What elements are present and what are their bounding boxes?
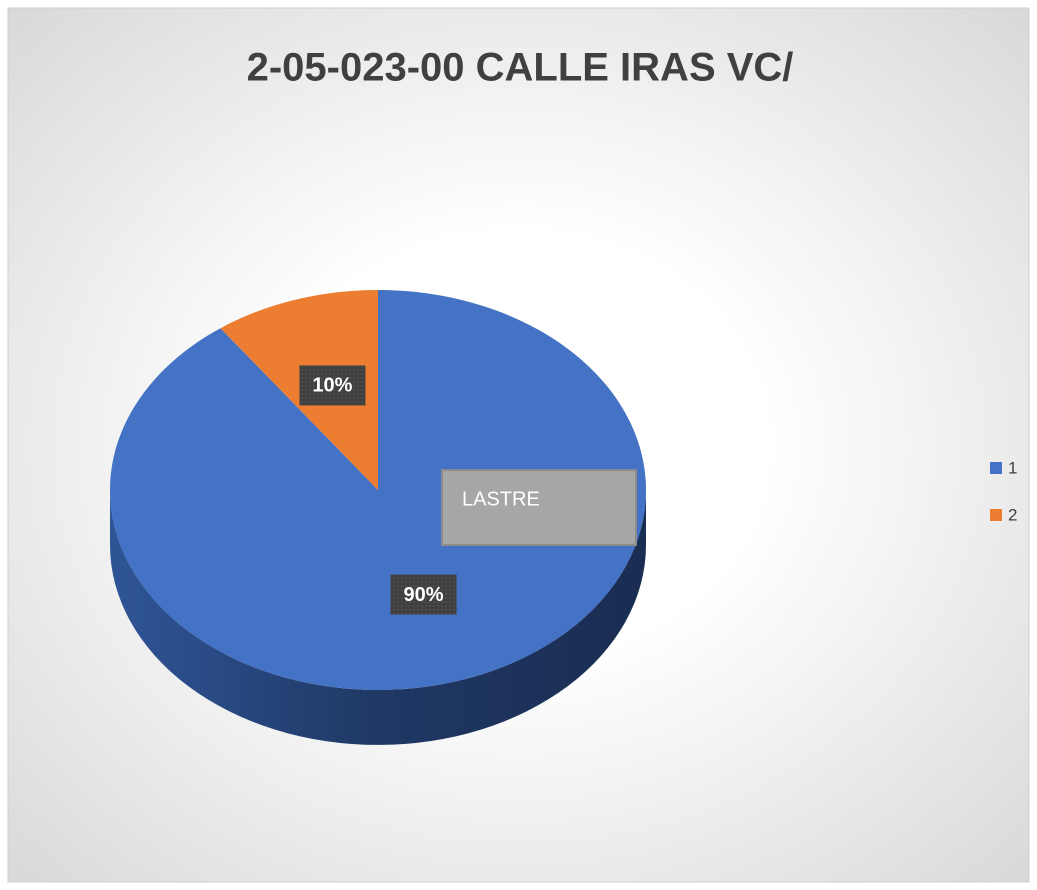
annotation: LASTRE	[462, 488, 540, 510]
data-label-box	[390, 574, 457, 615]
legend-label: 1	[1008, 458, 1017, 477]
pie-slice	[220, 290, 378, 490]
chart-title: 2-05-023-00 CALLE IRAS VC/	[247, 46, 794, 90]
data-label: 10%	[312, 375, 352, 397]
legend-swatch	[990, 462, 1002, 474]
annotation-box	[441, 469, 637, 546]
legend-swatch	[990, 509, 1002, 521]
slice-side	[110, 490, 646, 745]
data-label-box	[299, 365, 366, 406]
legend-label: 2	[1008, 505, 1017, 524]
data-label: 90%	[404, 584, 444, 606]
